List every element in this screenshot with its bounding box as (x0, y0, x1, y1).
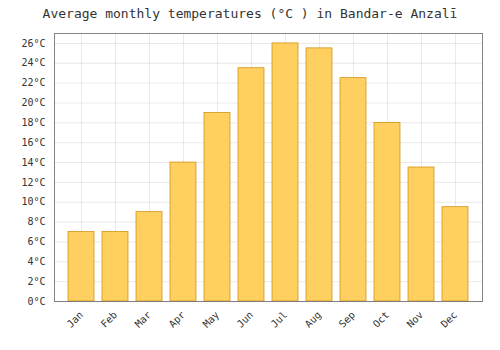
svg-text:2°C: 2°C (27, 276, 45, 287)
svg-text:14°C: 14°C (21, 157, 45, 168)
svg-text:May: May (201, 309, 222, 330)
svg-text:18°C: 18°C (21, 117, 45, 128)
svg-text:16°C: 16°C (21, 137, 45, 148)
svg-text:0°C: 0°C (27, 296, 45, 307)
svg-text:Oct: Oct (371, 309, 392, 330)
svg-text:26°C: 26°C (21, 38, 45, 49)
svg-text:Mar: Mar (133, 309, 154, 330)
svg-text:20°C: 20°C (21, 97, 45, 108)
svg-text:Sep: Sep (337, 309, 358, 330)
svg-text:Jan: Jan (65, 309, 86, 330)
html-text:Average monthly temperatures (: Average monthly temperatures (°C ) in Ba… (42, 6, 458, 21)
svg-text:24°C: 24°C (21, 57, 45, 68)
svg-text:Dec: Dec (439, 309, 460, 330)
svg-text:Nov: Nov (405, 309, 426, 330)
svg-text:8°C: 8°C (27, 216, 45, 227)
svg-text:22°C: 22°C (21, 77, 45, 88)
svg-text:Aug: Aug (303, 309, 324, 330)
svg-text:12°C: 12°C (21, 177, 45, 188)
svg-text:6°C: 6°C (27, 236, 45, 247)
svg-text:Jun: Jun (235, 309, 256, 330)
svg-text:4°C: 4°C (27, 256, 45, 267)
svg-text:Apr: Apr (167, 309, 188, 330)
svg-text:Feb: Feb (99, 309, 120, 330)
svg-text:10°C: 10°C (21, 196, 45, 207)
svg-text:Jul: Jul (269, 309, 290, 330)
